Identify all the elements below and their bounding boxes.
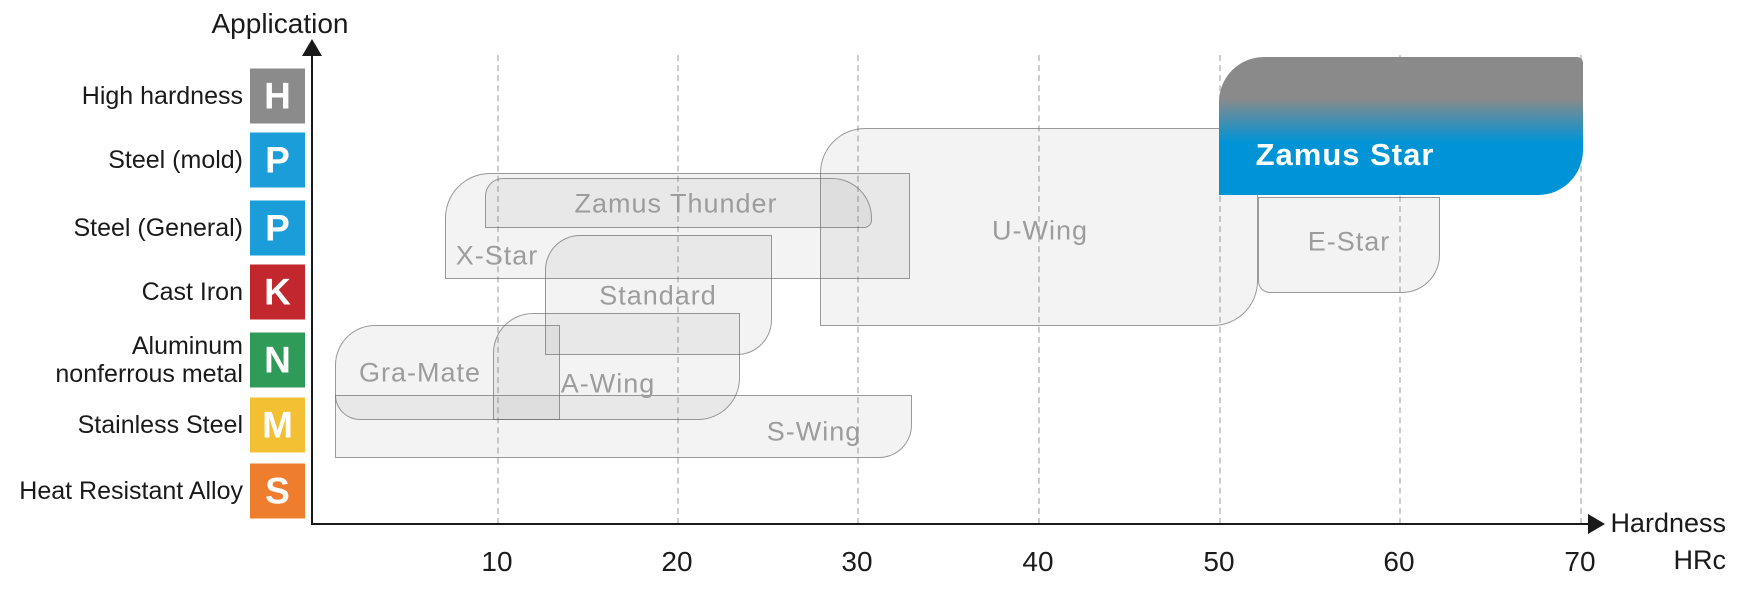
region-label-gra-mate: Gra-Mate (358, 357, 482, 388)
x-axis-unit: HRc (1673, 545, 1727, 575)
x-tick-10: 10 (481, 546, 513, 577)
x-tick-50: 50 (1203, 546, 1235, 577)
region-label-s-wing: S-Wing (766, 416, 862, 447)
x-axis-title: Hardness HRc (1608, 505, 1726, 579)
category-badge-steel-general: P (250, 200, 305, 256)
category-badge-stainless-steel: M (250, 397, 305, 453)
region-zamus-star (1219, 57, 1583, 195)
region-label-x-star: X-Star (455, 240, 539, 271)
x-tick-30: 30 (841, 546, 873, 577)
region-u-wing (820, 128, 1258, 326)
category-label-aluminum: Aluminum nonferrous metal (55, 332, 243, 388)
category-badge-aluminum: N (250, 332, 305, 388)
region-zamus-thunder (485, 178, 872, 228)
region-label-u-wing: U-Wing (991, 215, 1089, 246)
category-badge-steel-mold: P (250, 132, 305, 188)
x-tick-40: 40 (1022, 546, 1054, 577)
category-label-stainless-steel: Stainless Steel (77, 411, 243, 439)
x-tick-20: 20 (661, 546, 693, 577)
category-badge-heat-resistant-alloy: S (250, 463, 305, 519)
category-badge-cast-iron: K (250, 264, 305, 320)
region-label-standard: Standard (599, 280, 717, 311)
x-tick-60: 60 (1383, 546, 1415, 577)
x-axis-arrow-icon (1588, 514, 1605, 534)
category-label-heat-resistant-alloy: Heat Resistant Alloy (19, 477, 243, 505)
y-axis-line (311, 52, 313, 525)
region-s-wing (335, 395, 912, 458)
gridline-60 (1399, 55, 1401, 524)
y-axis-arrow-icon (302, 39, 322, 56)
category-label-steel-general: Steel (General) (73, 214, 243, 242)
x-axis-line (311, 523, 1592, 525)
gridline-70 (1580, 55, 1582, 524)
region-label-zamus-star: Zamus Star (1255, 137, 1435, 172)
region-label-a-wing: A-Wing (560, 368, 656, 399)
x-axis-title-text: Hardness (1610, 508, 1726, 538)
gridline-10 (497, 55, 499, 524)
gridline-20 (677, 55, 679, 524)
y-axis-title: Application (211, 8, 349, 39)
region-label-zamus-thunder: Zamus Thunder (574, 188, 778, 219)
x-tick-70: 70 (1564, 546, 1596, 577)
category-label-high-hardness: High hardness (81, 82, 243, 110)
region-e-star (1258, 197, 1440, 293)
gridline-40 (1038, 55, 1040, 524)
region-a-wing (493, 313, 740, 420)
category-label-steel-mold: Steel (mold) (108, 146, 243, 174)
region-label-e-star: E-Star (1307, 226, 1391, 257)
category-badge-high-hardness: H (250, 68, 305, 124)
category-label-cast-iron: Cast Iron (141, 278, 243, 306)
